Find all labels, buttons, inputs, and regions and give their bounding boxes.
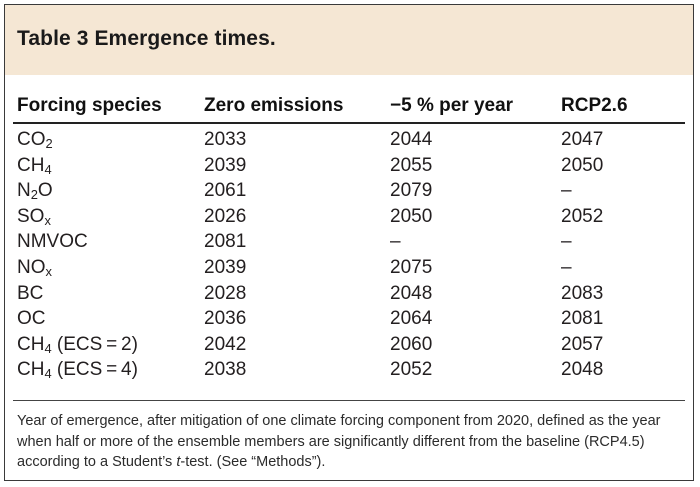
species-subscript: 4 xyxy=(44,366,52,382)
species-subscript: x xyxy=(45,264,52,280)
species-base: CH xyxy=(17,359,45,381)
cell-zero-emissions: 2081 xyxy=(204,231,247,253)
cell-minus5-per-year: 2052 xyxy=(390,359,433,381)
cell-rcp26: 2050 xyxy=(561,154,604,176)
species-base: NMVOC xyxy=(17,231,88,253)
table-title: Table 3 Emergence times. xyxy=(17,27,276,50)
species-base: NO xyxy=(17,257,46,278)
cell-minus5-per-year: 2050 xyxy=(390,205,433,227)
cell-rcp26: 2083 xyxy=(561,282,604,304)
cell-forcing-species: BC xyxy=(17,283,43,305)
species-suffix: (ECS = 2) xyxy=(51,333,138,355)
cell-forcing-species: CH4 (ECS = 4) xyxy=(17,359,138,381)
cell-zero-emissions: 2042 xyxy=(204,333,247,355)
species-base: CH xyxy=(17,154,45,176)
table-row: N2O 2061 2079 – xyxy=(5,180,693,206)
table-row: BC 2028 2048 2083 xyxy=(5,283,693,309)
cell-forcing-species: NMVOC xyxy=(17,231,88,253)
species-suffix: (ECS = 4) xyxy=(51,359,138,381)
species-base: SO xyxy=(17,205,45,227)
cell-rcp26: 2047 xyxy=(561,129,604,150)
table-row: NOx 2039 2075 – xyxy=(5,257,693,283)
cell-forcing-species: NOx xyxy=(17,257,52,279)
cell-minus5-per-year: 2044 xyxy=(390,129,433,150)
header-rule xyxy=(13,122,685,124)
table-row: CO2 2033 2044 2047 xyxy=(5,129,693,155)
cell-forcing-species: CH4 xyxy=(17,155,52,177)
cell-minus5-per-year: 2060 xyxy=(390,333,433,355)
species-subscript: 4 xyxy=(44,341,52,357)
species-subscript: 2 xyxy=(45,136,53,152)
cell-zero-emissions: 2061 xyxy=(204,180,247,202)
cell-minus5-per-year: 2075 xyxy=(390,257,433,278)
cell-zero-emissions: 2039 xyxy=(204,257,247,278)
header-zero-emissions: Zero emissions xyxy=(204,95,344,116)
table-end-rule xyxy=(13,400,685,401)
table-footnote: Year of emergence, after mitigation of o… xyxy=(17,411,683,473)
header-minus5-per-year: −5 % per year xyxy=(390,95,514,116)
table-row: NMVOC 2081 – – xyxy=(5,231,693,257)
species-subscript: 4 xyxy=(44,161,52,177)
species-base: BC xyxy=(17,282,44,304)
cell-minus5-per-year: 2048 xyxy=(390,282,433,304)
cell-minus5-per-year: 2079 xyxy=(390,180,433,202)
cell-rcp26: – xyxy=(561,180,572,202)
cell-minus5-per-year: 2064 xyxy=(390,308,433,330)
species-base: N xyxy=(17,180,31,202)
cell-rcp26: – xyxy=(561,257,572,278)
header-rcp26: RCP2.6 xyxy=(561,95,628,116)
table-row: SOx 2026 2050 2052 xyxy=(5,206,693,232)
species-subscript: x xyxy=(44,213,51,229)
cell-forcing-species: N2O xyxy=(17,180,53,202)
table-title-bar: Table 3 Emergence times. xyxy=(5,5,693,75)
footnote-italic-t: t xyxy=(176,454,181,470)
cell-rcp26: – xyxy=(561,231,572,253)
cell-forcing-species: OC xyxy=(17,308,46,330)
header-forcing-species: Forcing species xyxy=(17,95,162,116)
species-base: OC xyxy=(17,308,46,330)
footnote-text: Year of emergence, after mitigation of o… xyxy=(17,413,661,470)
cell-rcp26: 2048 xyxy=(561,359,604,381)
species-subscript: 2 xyxy=(30,187,38,203)
cell-forcing-species: SOx xyxy=(17,206,51,228)
cell-zero-emissions: 2036 xyxy=(204,308,247,330)
species-base: CH xyxy=(17,333,45,355)
cell-rcp26: 2057 xyxy=(561,333,604,355)
table-row: CH4 (ECS = 2) 2042 2060 2057 xyxy=(5,334,693,360)
cell-rcp26: 2081 xyxy=(561,308,604,330)
cell-zero-emissions: 2026 xyxy=(204,205,247,227)
cell-zero-emissions: 2033 xyxy=(204,129,247,150)
cell-rcp26: 2052 xyxy=(561,205,604,227)
footnote-text-end: -test. (See “Methods”). xyxy=(180,454,326,470)
table-frame: Table 3 Emergence times. Forcing species… xyxy=(4,4,694,481)
cell-forcing-species: CH4 (ECS = 2) xyxy=(17,334,138,356)
cell-minus5-per-year: – xyxy=(390,231,401,253)
cell-zero-emissions: 2039 xyxy=(204,154,247,176)
cell-minus5-per-year: 2055 xyxy=(390,154,433,176)
table-row: OC 2036 2064 2081 xyxy=(5,308,693,334)
species-suffix: O xyxy=(37,180,53,202)
cell-zero-emissions: 2028 xyxy=(204,282,247,304)
cell-zero-emissions: 2038 xyxy=(204,359,247,381)
species-base: CO xyxy=(17,129,46,150)
table-row: CH4 (ECS = 4) 2038 2052 2048 xyxy=(5,359,693,385)
table-row: CH4 2039 2055 2050 xyxy=(5,155,693,181)
cell-forcing-species: CO2 xyxy=(17,129,53,151)
